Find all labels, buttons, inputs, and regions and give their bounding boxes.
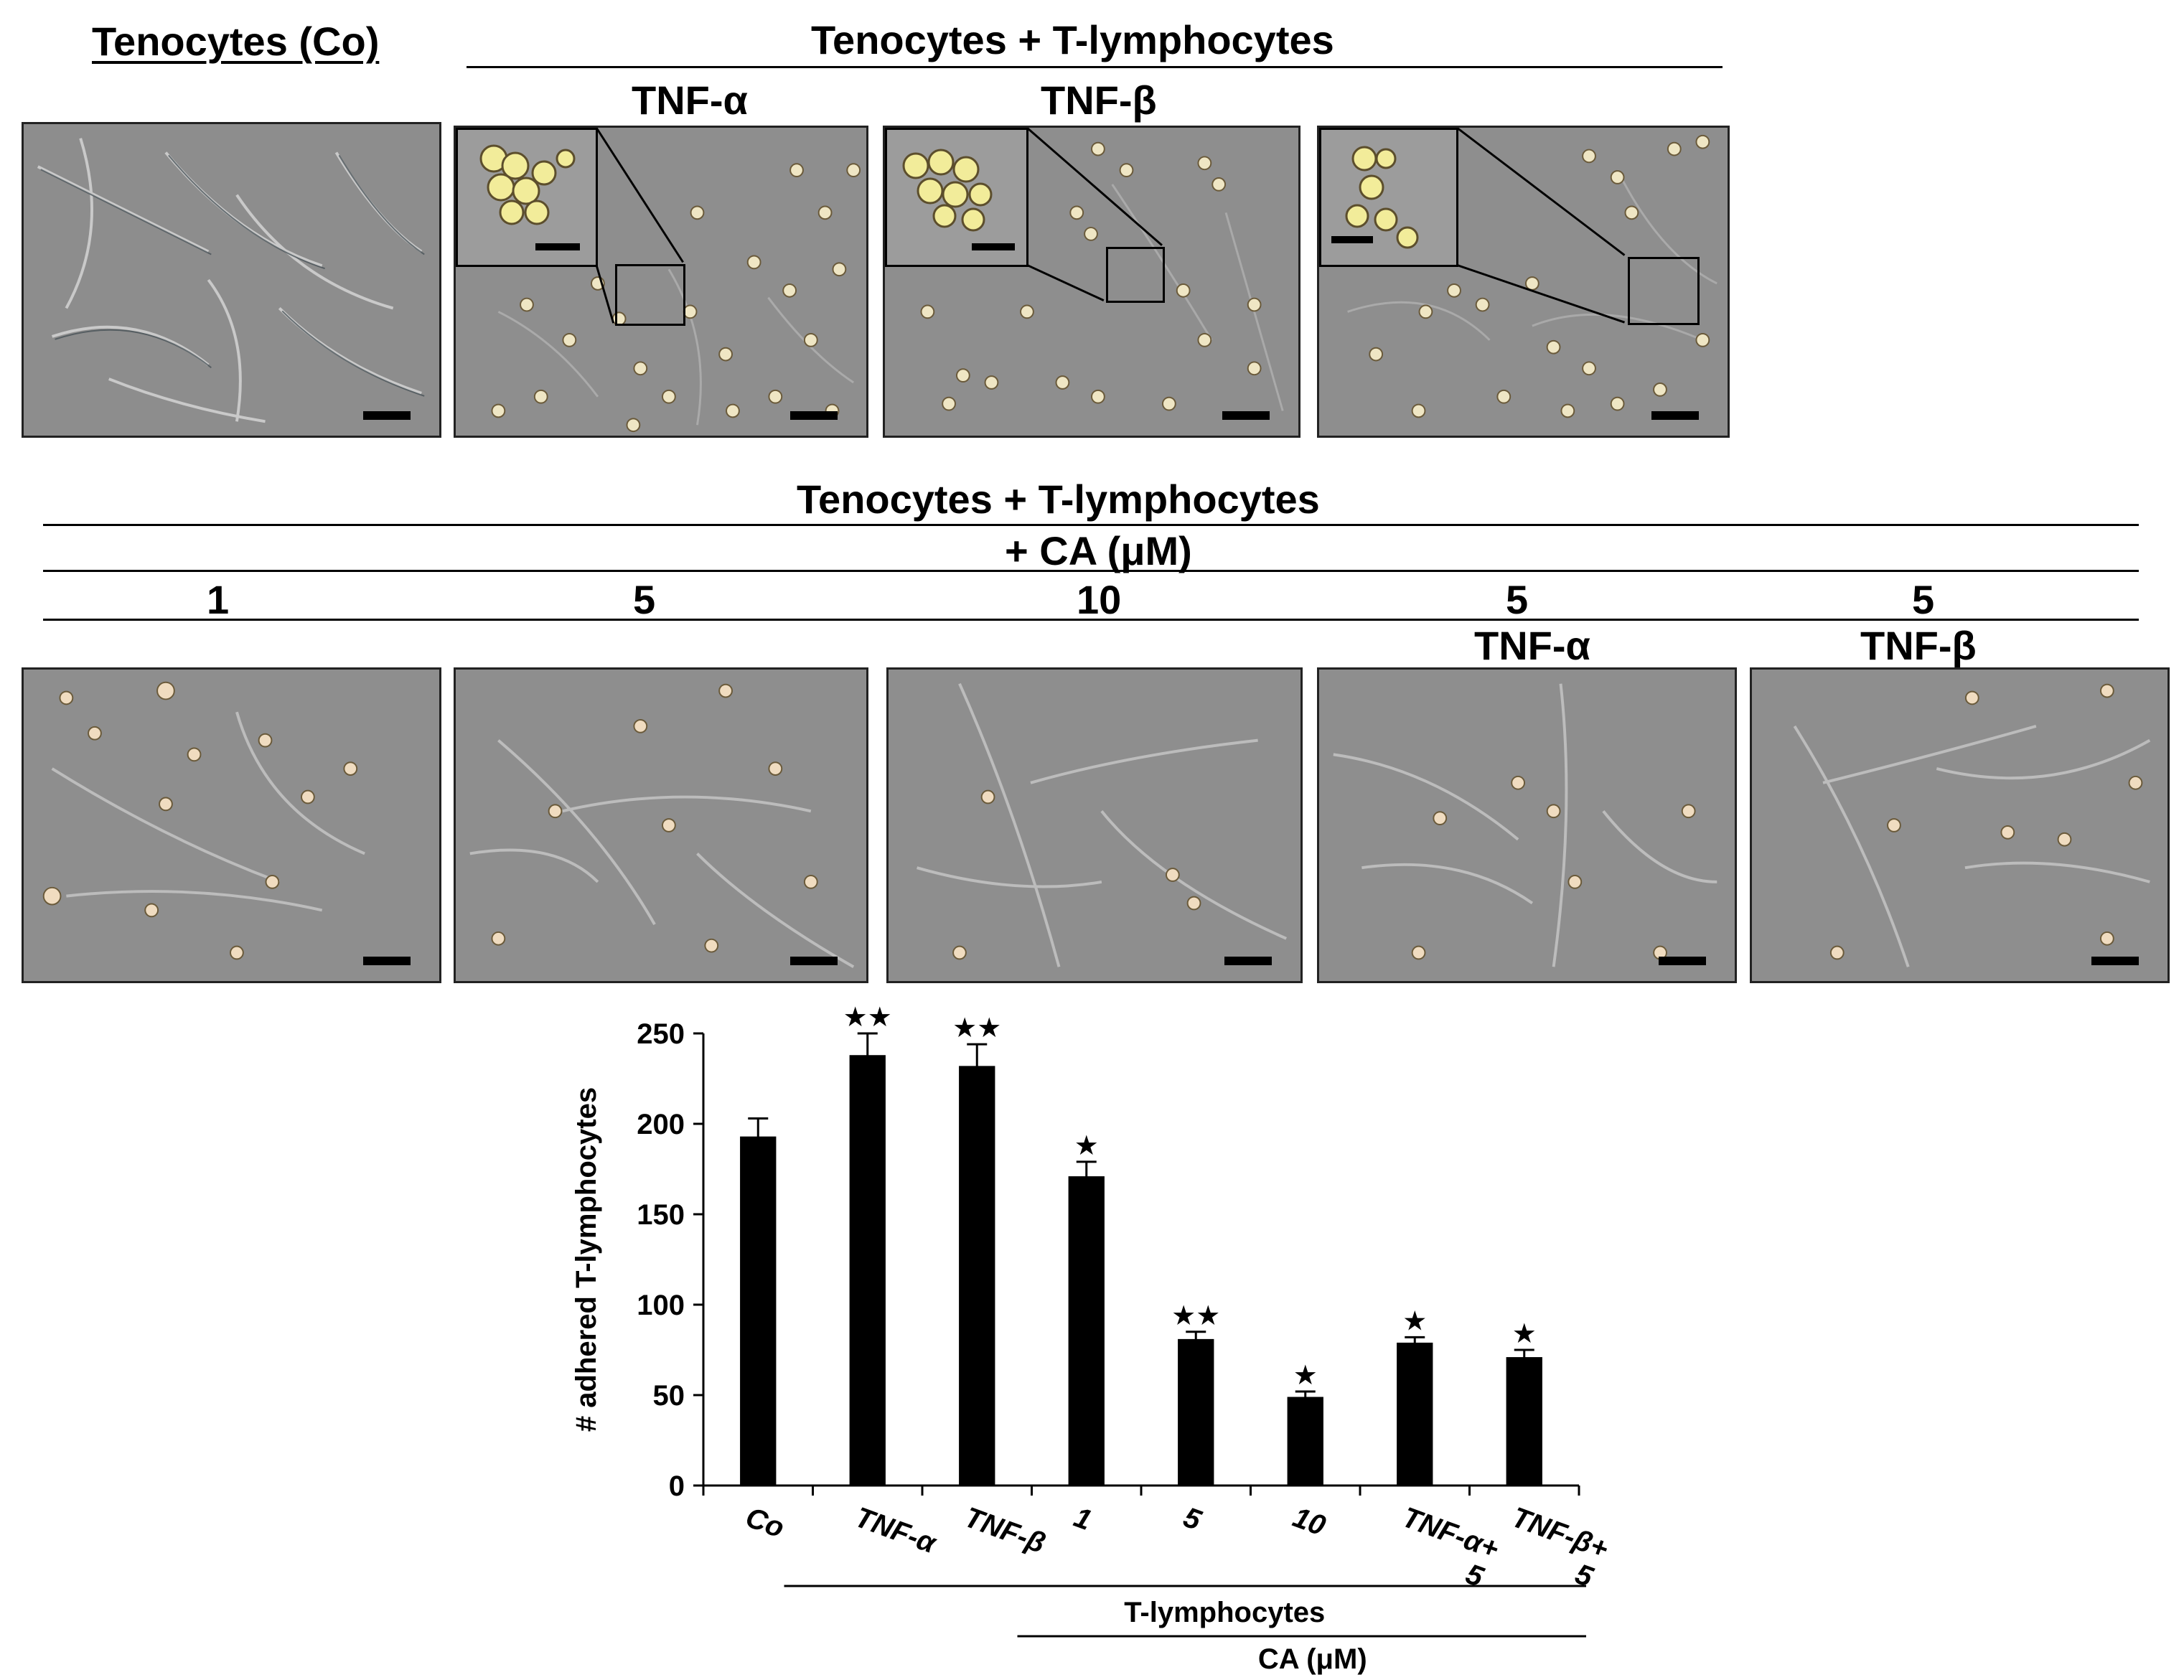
bar bbox=[959, 1066, 995, 1486]
sub-label-tnf-alpha: TNF-α bbox=[1474, 623, 1590, 668]
y-tick-label: 0 bbox=[669, 1470, 685, 1502]
y-tick-label: 200 bbox=[637, 1109, 685, 1140]
bar bbox=[740, 1136, 777, 1486]
conc-label-5-tnf-beta: 5 bbox=[1912, 577, 1935, 622]
bar bbox=[1287, 1397, 1323, 1486]
y-tick-label: 250 bbox=[637, 1018, 685, 1050]
conc-label-5: 5 bbox=[633, 577, 656, 622]
scale-bar bbox=[363, 411, 411, 420]
bottom-group-header: Tenocytes + T-lymphocytes bbox=[797, 477, 1320, 522]
y-axis-label: # adhered T-lymphocytes bbox=[571, 1087, 602, 1432]
bar bbox=[1178, 1338, 1214, 1486]
scale-bar bbox=[2091, 957, 2139, 965]
tnf-alpha-label: TNF-α bbox=[632, 78, 748, 123]
x-category-label-line: TNF-α bbox=[851, 1501, 942, 1560]
bottom-rule-3 bbox=[43, 619, 2139, 621]
x-category-label: 5 bbox=[1179, 1501, 1206, 1536]
significance-mark: ★★ bbox=[1171, 1300, 1220, 1331]
scale-bar bbox=[1659, 957, 1706, 965]
x-category-label-line: 5 bbox=[1461, 1558, 1488, 1593]
inset-scale-bar bbox=[972, 243, 1015, 250]
bar bbox=[1068, 1176, 1105, 1486]
scale-bar bbox=[1651, 411, 1699, 420]
micrograph-tnf-alpha bbox=[454, 126, 868, 438]
x-category-label-line: 5 bbox=[1571, 1558, 1598, 1593]
micrograph-texture bbox=[456, 670, 866, 981]
y-tick-label: 150 bbox=[637, 1199, 685, 1231]
micrograph-tnf-beta bbox=[883, 126, 1300, 438]
x-category-label: 10 bbox=[1289, 1501, 1330, 1542]
micrograph-combined bbox=[1317, 126, 1730, 438]
control-header: Tenocytes (Co) bbox=[92, 19, 380, 64]
x-category-label-line: TNF-α+ bbox=[1398, 1501, 1503, 1565]
bar bbox=[1397, 1342, 1433, 1486]
inset-texture bbox=[887, 130, 1026, 265]
inset-texture bbox=[458, 130, 596, 265]
scale-bar bbox=[790, 957, 838, 965]
scale-bar bbox=[1222, 411, 1270, 420]
scale-bar bbox=[363, 957, 411, 965]
micrograph-texture bbox=[24, 124, 439, 436]
bar bbox=[1506, 1357, 1542, 1486]
inset-scale-bar bbox=[1331, 236, 1373, 243]
zoom-region bbox=[615, 264, 685, 326]
micrograph-control bbox=[22, 122, 441, 438]
bottom-rule-1 bbox=[43, 524, 2139, 526]
x-category-label: TNF-β bbox=[960, 1501, 1049, 1559]
x-category-label: TNF-α bbox=[851, 1501, 942, 1560]
significance-mark: ★★ bbox=[952, 1012, 1001, 1043]
x-category-label: TNF-α+5 bbox=[1387, 1501, 1503, 1595]
significance-mark: ★ bbox=[1074, 1130, 1099, 1161]
bottom-rule-2 bbox=[43, 570, 2139, 572]
micrograph-texture bbox=[1319, 670, 1735, 981]
significance-mark: ★★ bbox=[843, 1001, 892, 1033]
micrograph-texture bbox=[1752, 670, 2167, 981]
x-category-label-line: TNF-β bbox=[960, 1501, 1049, 1559]
x-category-label-line: TNF-β+ bbox=[1508, 1501, 1613, 1565]
x-category-label-line: 1 bbox=[1070, 1501, 1096, 1536]
zoom-region bbox=[1628, 257, 1700, 325]
y-tick-label: 50 bbox=[653, 1380, 685, 1412]
ca-header: + CA (μM) bbox=[1005, 528, 1192, 573]
scale-bar bbox=[1224, 957, 1272, 965]
conc-label-5-tnf-alpha: 5 bbox=[1506, 577, 1529, 622]
micrograph-texture bbox=[24, 670, 439, 981]
group-label-ca: CA (μM) bbox=[1258, 1643, 1367, 1675]
inset-zoom bbox=[1319, 128, 1458, 267]
significance-mark: ★ bbox=[1512, 1318, 1537, 1349]
micrograph-ca-5 bbox=[454, 667, 868, 983]
significance-mark: ★ bbox=[1293, 1359, 1318, 1391]
scale-bar bbox=[790, 411, 838, 420]
x-category-label: 1 bbox=[1070, 1501, 1096, 1536]
inset-texture bbox=[1321, 130, 1456, 265]
bar-chart: 0 50 100 150 200 250 # adhered T-lymphocytes Co… bbox=[571, 1001, 1613, 1675]
micrograph-ca-10 bbox=[886, 667, 1303, 983]
top-group-header: Tenocytes + T-lymphocytes bbox=[811, 17, 1334, 62]
inset-zoom bbox=[456, 128, 598, 267]
x-category-label: Co bbox=[741, 1501, 788, 1544]
inset-scale-bar bbox=[535, 243, 580, 250]
bar bbox=[849, 1055, 886, 1486]
zoom-region bbox=[1106, 247, 1165, 303]
x-category-label-line: Co bbox=[741, 1501, 788, 1544]
sub-label-tnf-beta: TNF-β bbox=[1860, 623, 1977, 668]
y-tick-label: 100 bbox=[637, 1290, 685, 1321]
x-category-label-line: 10 bbox=[1289, 1501, 1330, 1542]
x-category-label-line: 5 bbox=[1179, 1501, 1206, 1536]
micrograph-ca-5-tnf-beta bbox=[1750, 667, 2170, 983]
x-category-label: TNF-β+5 bbox=[1497, 1501, 1613, 1595]
significance-mark: ★ bbox=[1402, 1305, 1427, 1336]
conc-label-10: 10 bbox=[1077, 577, 1122, 622]
top-group-rule bbox=[467, 66, 1723, 68]
micrograph-ca-5-tnf-alpha bbox=[1317, 667, 1737, 983]
group-label-t-lymphocytes: T-lymphocytes bbox=[1124, 1597, 1325, 1628]
micrograph-ca-1 bbox=[22, 667, 441, 983]
tnf-beta-label: TNF-β bbox=[1041, 78, 1157, 123]
inset-zoom bbox=[885, 128, 1028, 267]
micrograph-texture bbox=[889, 670, 1300, 981]
conc-label-1: 1 bbox=[207, 577, 230, 622]
